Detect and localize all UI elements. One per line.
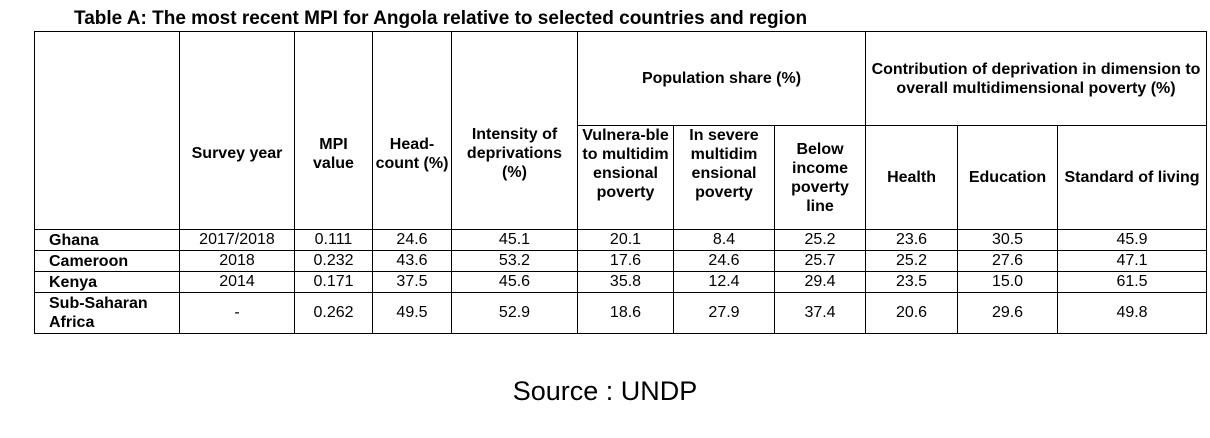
table-cell: 23.5 bbox=[865, 271, 959, 293]
table-row: Ghana 2017/2018 0.111 24.6 45.1 20.1 8.4 25.2 23… bbox=[34, 229, 1208, 251]
table-cell: 45.9 bbox=[1057, 229, 1208, 251]
table-cell: 25.2 bbox=[865, 250, 959, 272]
table-row: Cameroon 2018 0.232 43.6 53.2 17.6 24.6 25.7 25.… bbox=[34, 250, 1208, 272]
table-cell: 27.9 bbox=[673, 292, 775, 334]
table-body: Ghana 2017/2018 0.111 24.6 45.1 20.1 8.4 25.2 23… bbox=[34, 229, 1208, 334]
row-label: Ghana bbox=[34, 229, 180, 251]
header-survey-year: Survey year bbox=[179, 31, 295, 230]
table-cell: 0.171 bbox=[294, 271, 373, 293]
table-cell: 25.7 bbox=[773, 250, 867, 272]
header-contribution: Contribution of deprivation in dimension… bbox=[865, 31, 1208, 126]
table-cell: - bbox=[179, 292, 295, 334]
header-vulnerable: Vulnera-ble to multidim ensional poverty bbox=[577, 125, 674, 230]
table-title: Table A: The most recent MPI for Angola … bbox=[74, 8, 808, 29]
table-cell: 43.6 bbox=[372, 250, 452, 272]
table-cell: 45.1 bbox=[451, 229, 578, 251]
row-label: Kenya bbox=[34, 271, 180, 293]
header-education: Education bbox=[957, 125, 1059, 230]
table-cell: 23.6 bbox=[865, 229, 959, 251]
table-cell: 24.6 bbox=[372, 229, 452, 251]
table-cell: 0.111 bbox=[294, 229, 373, 251]
table-cell: 37.5 bbox=[372, 271, 452, 293]
table-cell: 15.0 bbox=[957, 271, 1059, 293]
header-health: Health bbox=[865, 125, 959, 230]
mpi-table: Survey year MPI value Head-count (%) Int… bbox=[34, 31, 1208, 334]
table-cell: 0.262 bbox=[294, 292, 373, 334]
table-cell: 35.8 bbox=[577, 271, 674, 293]
table-cell: 12.4 bbox=[673, 271, 775, 293]
header-intensity: Intensity of deprivations (%) bbox=[451, 31, 578, 230]
table-cell: 53.2 bbox=[451, 250, 578, 272]
table-cell: 0.232 bbox=[294, 250, 373, 272]
table-cell: 2018 bbox=[179, 250, 295, 272]
table-cell: 49.5 bbox=[372, 292, 452, 334]
source-note: Source : UNDP bbox=[512, 376, 698, 406]
table-cell: 27.6 bbox=[957, 250, 1059, 272]
header-mpi-value: MPI value bbox=[294, 31, 373, 230]
table-cell: 2017/2018 bbox=[179, 229, 295, 251]
table-cell: 52.9 bbox=[451, 292, 578, 334]
table-cell: 61.5 bbox=[1057, 271, 1208, 293]
header-headcount: Head-count (%) bbox=[372, 31, 452, 230]
table-cell: 17.6 bbox=[577, 250, 674, 272]
header-population-share: Population share (%) bbox=[576, 31, 867, 126]
row-label: Sub-Saharan Africa bbox=[34, 292, 180, 334]
row-label: Cameroon bbox=[34, 250, 180, 272]
header-standard-of-living: Standard of living bbox=[1057, 125, 1208, 230]
table-row: Sub-Saharan Africa -0.262 49.5 52.9 18.6 27.9… bbox=[34, 292, 1208, 334]
table-cell: 25.2 bbox=[773, 229, 867, 251]
table-cell: 8.4 bbox=[673, 229, 775, 251]
table-cell: 29.4 bbox=[773, 271, 867, 293]
table-cell: 29.6 bbox=[957, 292, 1059, 334]
table-cell: 18.6 bbox=[577, 292, 674, 334]
table-cell: 47.1 bbox=[1057, 250, 1208, 272]
table-cell: 45.6 bbox=[451, 271, 578, 293]
table-cell: 2014 bbox=[179, 271, 295, 293]
table-cell: 20.6 bbox=[865, 292, 959, 334]
table-cell: 20.1 bbox=[577, 229, 674, 251]
table-cell: 24.6 bbox=[673, 250, 775, 272]
table-cell: 49.8 bbox=[1057, 292, 1208, 334]
header-severe: In severe multidim ensional poverty bbox=[673, 125, 775, 230]
table-cell: 37.4 bbox=[773, 292, 867, 334]
table-cell: 30.5 bbox=[957, 229, 1059, 251]
header-blank bbox=[34, 31, 180, 230]
header-below-income: Below income poverty line bbox=[773, 125, 867, 230]
table-row: Kenya 2014 0.171 37.5 45.6 35.8 12.4 29.4 23.5 15… bbox=[34, 271, 1208, 293]
